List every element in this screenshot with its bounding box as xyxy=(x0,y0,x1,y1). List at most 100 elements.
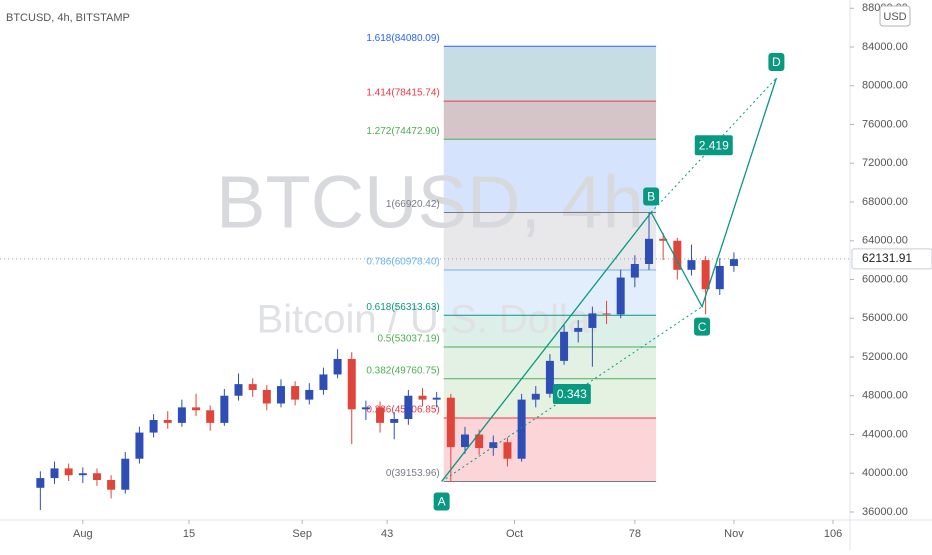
x-tick-label: Aug xyxy=(73,528,93,540)
y-tick-label: 84000.00 xyxy=(862,41,908,53)
point-label: B xyxy=(647,190,655,204)
fib-label: 1.414(78415.74) xyxy=(366,88,439,99)
candle-body xyxy=(729,259,738,266)
candle-body xyxy=(107,480,116,490)
candle-body xyxy=(78,473,87,476)
candle-body xyxy=(220,395,229,423)
candle-body xyxy=(149,419,158,433)
candle-body xyxy=(64,468,73,476)
candle-body xyxy=(715,265,724,290)
ratio-box xyxy=(694,135,733,156)
point-label: A xyxy=(438,495,446,509)
fib-label: 0.382(49760.75) xyxy=(366,365,439,376)
x-tick-label: Nov xyxy=(724,528,744,540)
candle-body xyxy=(404,395,413,419)
point-box xyxy=(433,492,450,511)
y-tick-label: 40000.00 xyxy=(862,467,908,479)
candle-body xyxy=(163,419,172,423)
ratio-label: 2.419 xyxy=(699,138,729,152)
fib-label: 0(39153.96) xyxy=(386,468,440,479)
candle-body xyxy=(248,384,257,390)
pattern-line xyxy=(441,77,778,482)
candle-body xyxy=(262,389,271,404)
x-tick-label: Oct xyxy=(506,528,523,540)
candle-body xyxy=(418,395,427,400)
candle-body xyxy=(92,473,101,481)
candle-body xyxy=(390,418,399,423)
candle-body xyxy=(517,399,526,459)
candle-body xyxy=(602,313,611,315)
candle-body xyxy=(36,478,45,488)
symbol-line: BTCUSD, 4h, BITSTAMP xyxy=(6,12,130,24)
y-tick-label: 72000.00 xyxy=(862,157,908,169)
ratio-box xyxy=(552,384,591,405)
candle-body xyxy=(376,407,385,423)
candle-body xyxy=(574,327,583,332)
candle-body xyxy=(206,410,215,423)
watermark-subtitle: Bitcoin / U.S. Dollar xyxy=(257,298,604,342)
candle-body xyxy=(659,238,668,241)
ratio-label: 0.343 xyxy=(557,387,587,401)
candle-body xyxy=(588,313,597,328)
candle-body xyxy=(446,397,455,448)
x-tick-label: Sep xyxy=(292,528,312,540)
y-tick-label: 80000.00 xyxy=(862,80,908,92)
fib-label: 1.618(84080.09) xyxy=(366,33,439,44)
y-tick-label: 36000.00 xyxy=(862,506,908,518)
x-tick-label: 106 xyxy=(824,528,842,540)
candle-body xyxy=(234,384,243,396)
candle-body xyxy=(489,442,498,449)
candle-body xyxy=(630,264,639,278)
candle-body xyxy=(361,407,370,410)
y-tick-label: 44000.00 xyxy=(862,428,908,440)
candle-body xyxy=(531,393,540,400)
candle-body xyxy=(616,277,625,315)
candle-body xyxy=(347,358,356,410)
currency-label: USD xyxy=(883,11,906,23)
candle-body xyxy=(460,434,469,448)
y-tick-label: 48000.00 xyxy=(862,390,908,402)
watermark-title: BTCUSD, 4h xyxy=(216,161,644,244)
point-box xyxy=(643,187,660,206)
fib-label: 0.5(53037.19) xyxy=(377,334,439,345)
candle-body xyxy=(135,432,144,459)
candle-body xyxy=(291,386,300,400)
candle-body xyxy=(475,434,484,449)
last-price-box xyxy=(851,248,932,270)
x-tick-label: 15 xyxy=(183,528,195,540)
candle-body xyxy=(560,331,569,361)
fib-band xyxy=(443,212,657,271)
candle-body xyxy=(503,442,512,459)
currency-box xyxy=(879,5,911,27)
point-box xyxy=(768,53,785,72)
fib-label: 0.618(56313.63) xyxy=(366,302,439,313)
point-label: C xyxy=(698,320,707,334)
fib-band xyxy=(443,46,657,102)
candle-body xyxy=(121,458,130,490)
y-tick-label: 56000.00 xyxy=(862,312,908,324)
x-tick-label: 78 xyxy=(629,528,641,540)
candle-body xyxy=(701,260,710,290)
fib-label: 1(66920.42) xyxy=(386,199,440,210)
candle-body xyxy=(276,386,285,404)
candle-body xyxy=(305,389,314,400)
point-box xyxy=(694,317,711,336)
fib-band xyxy=(443,101,657,140)
candle-body xyxy=(645,238,654,265)
fib-band xyxy=(443,417,657,482)
candle-body xyxy=(432,397,441,400)
y-tick-label: 76000.00 xyxy=(862,118,908,130)
candle-body xyxy=(177,407,186,423)
candle-body xyxy=(545,360,554,394)
candle-body xyxy=(319,374,328,390)
fib-label: 1.272(74472.90) xyxy=(366,126,439,137)
y-tick-label: 68000.00 xyxy=(862,196,908,208)
point-label: D xyxy=(772,55,781,69)
y-tick-label: 52000.00 xyxy=(862,351,908,363)
y-tick-label: 64000.00 xyxy=(862,235,908,247)
candle-body xyxy=(687,260,696,270)
candle-body xyxy=(192,407,201,411)
x-tick-label: 43 xyxy=(381,528,393,540)
fib-label: 0.236(45706.85) xyxy=(366,405,439,416)
candle-body xyxy=(333,358,342,375)
